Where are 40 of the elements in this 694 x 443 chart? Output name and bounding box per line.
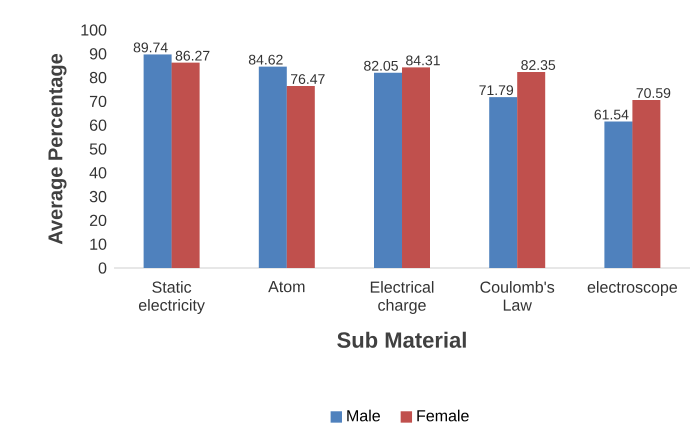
y-tick-label: 70 [90,96,106,108]
data-label: 84.62 [248,54,283,65]
bar [144,54,172,268]
x-axis-title: Sub Material [337,332,466,348]
y-tick-label: 40 [90,167,106,178]
y-tick-label: 30 [90,190,106,202]
bar [402,67,430,268]
data-label: 84.31 [406,55,440,66]
y-tick-label: 60 [90,120,106,131]
y-tick-label: 80 [90,72,106,84]
bar [632,100,660,268]
data-label: 70.59 [636,88,670,98]
data-label: 86.27 [176,50,210,61]
legend-label: Female [417,410,469,422]
bar [258,66,287,268]
bar [286,86,315,268]
data-label: 89.74 [134,42,168,52]
x-tick-label: electroscope [588,281,678,296]
bar [489,97,518,268]
y-axis-title: Average Percentage [48,54,67,244]
y-tick-label: 50 [90,143,106,155]
x-tick-label: Atom [268,281,304,292]
x-tick-label: Electrical charge [370,281,434,314]
y-tick-label: 10 [90,238,106,250]
data-label: 61.54 [594,110,628,120]
bar [374,72,402,268]
bar [604,122,632,268]
data-label: 82.05 [364,60,398,71]
bar [517,72,546,268]
x-tick-label: Static electricity [138,281,205,314]
y-tick-label: 20 [90,214,106,226]
legend-label: Male [347,410,380,422]
data-label: 76.47 [291,74,325,84]
y-tick-label: 100 [81,24,106,36]
x-tick-label: Coulomb's Law [480,281,554,311]
bar [172,62,200,268]
data-label: 82.35 [521,60,556,70]
data-label: 71.79 [479,85,514,96]
y-tick-label: 90 [90,48,106,60]
y-tick-label: 0 [98,262,106,274]
